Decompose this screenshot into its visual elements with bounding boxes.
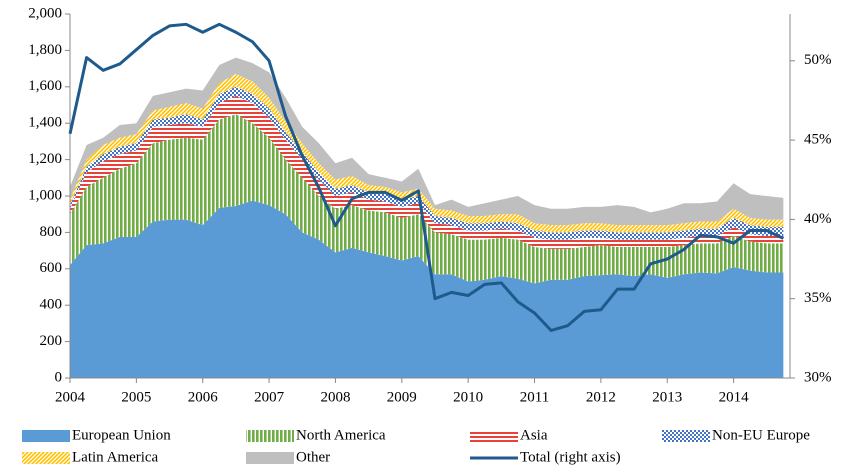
- x-tick-label: 2005: [121, 389, 151, 405]
- line: [68, 22, 785, 332]
- x-tick-label: 2014: [719, 389, 750, 405]
- x-tick-label: 2007: [254, 389, 285, 405]
- y2-tick-label: 35%: [804, 290, 832, 306]
- area: [70, 86, 784, 240]
- legend-swatch: [22, 430, 70, 442]
- y2-tick-label: 50%: [804, 52, 832, 68]
- x-tick-label: 2004: [55, 389, 86, 405]
- legend-swatch: [246, 430, 294, 442]
- area: [70, 95, 784, 249]
- legend-label: Total (right axis): [520, 449, 621, 465]
- legend-label: North America: [296, 427, 386, 443]
- legend-swatch: [246, 452, 294, 464]
- legend-label: Other: [296, 449, 330, 465]
- x-tick-label: 2011: [520, 389, 549, 405]
- y-tick-label: 800: [40, 224, 63, 240]
- legend-label: Non-EU Europe: [712, 427, 810, 443]
- y-tick-label: 1,600: [28, 78, 62, 94]
- x-tick-label: 2013: [652, 389, 682, 405]
- y-tick-label: 1,800: [28, 42, 62, 58]
- y-tick-label: 400: [40, 297, 63, 313]
- y-tick-label: 600: [40, 260, 63, 276]
- y-tick-label: 1,400: [28, 115, 62, 131]
- y2-tick-label: 45%: [804, 132, 832, 148]
- legend-swatch: [662, 430, 710, 442]
- y-tick-label: 0: [55, 369, 63, 385]
- y-tick-label: 2,000: [28, 5, 62, 21]
- area: [70, 74, 784, 233]
- y-tick-label: 1,200: [28, 151, 62, 167]
- x-tick-label: 2012: [586, 389, 616, 405]
- y2-tick-label: 40%: [804, 211, 832, 227]
- legend-swatch: [22, 452, 70, 464]
- x-tick-label: 2006: [188, 389, 219, 405]
- y2-tick-label: 30%: [804, 369, 832, 385]
- legend-label: Latin America: [72, 449, 159, 465]
- area: [70, 57, 784, 226]
- x-tick-label: 2010: [453, 389, 483, 405]
- y-tick-label: 200: [40, 333, 63, 349]
- area: [70, 114, 784, 284]
- area: [70, 200, 784, 378]
- x-tick-label: 2009: [387, 389, 417, 405]
- legend-swatch: [470, 430, 518, 442]
- x-tick-label: 2008: [320, 389, 350, 405]
- legend-label: Asia: [520, 427, 548, 443]
- legend-label: European Union: [72, 427, 171, 443]
- y-tick-label: 1,000: [28, 187, 62, 203]
